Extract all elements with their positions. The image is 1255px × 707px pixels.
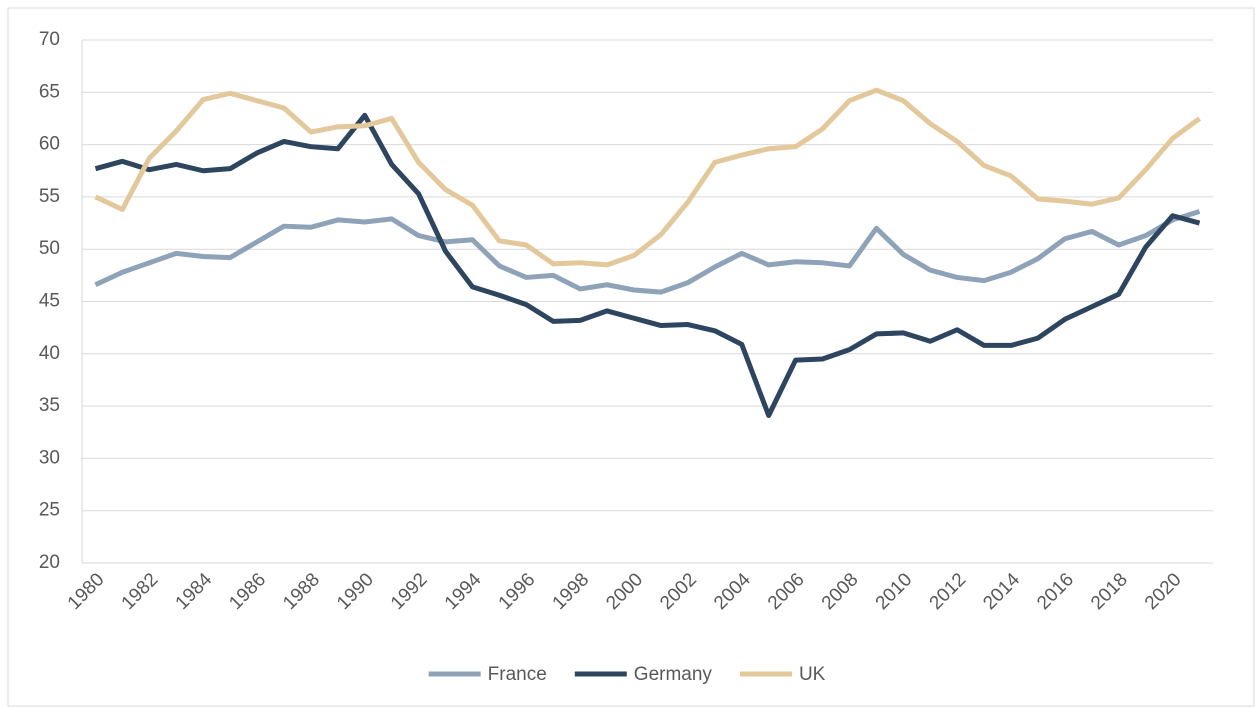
x-tick-label: 1984 [172,569,217,614]
x-tick-label: 2000 [602,569,647,614]
legend-label: Germany [634,664,713,685]
legend-label: UK [799,664,826,685]
y-tick-label: 25 [39,500,60,521]
x-tick-label: 1988 [279,569,324,614]
y-tick-label: 30 [39,447,60,468]
x-tick-label: 1998 [549,569,594,614]
x-tick-label: 2018 [1087,569,1132,614]
x-tick-label: 1992 [387,569,432,614]
x-tick-label: 1994 [441,569,486,614]
y-tick-label: 35 [39,395,60,416]
y-tick-label: 45 [39,291,60,312]
y-tick-label: 70 [39,29,60,50]
x-tick-label: 1996 [495,569,540,614]
y-tick-label: 50 [39,238,60,259]
line-series [94,112,1201,419]
y-tick-label: 20 [39,552,60,573]
x-tick-label: 2008 [818,569,863,614]
x-tick-label: 1986 [225,569,270,614]
x-tick-label: 2016 [1033,569,1078,614]
x-tick-label: 1980 [64,569,109,614]
y-tick-label: 55 [39,186,60,207]
x-tick-label: 1982 [118,569,163,614]
x-tick-label: 2014 [979,569,1024,614]
x-tick-label: 2020 [1141,569,1186,614]
x-tick-label: 1990 [333,569,378,614]
x-tick-label: 2010 [872,569,917,614]
y-tick-label: 40 [39,343,60,364]
x-tick-label: 2002 [656,569,701,614]
legend-label: France [488,664,547,685]
x-tick-label: 2012 [926,569,971,614]
line-series [94,87,1202,268]
y-tick-label: 65 [39,81,60,102]
x-tick-label: 2004 [710,569,755,614]
y-tick-label: 60 [39,134,60,155]
line-series [94,209,1201,295]
x-tick-label: 2006 [764,569,809,614]
chart-frame [7,7,1255,707]
